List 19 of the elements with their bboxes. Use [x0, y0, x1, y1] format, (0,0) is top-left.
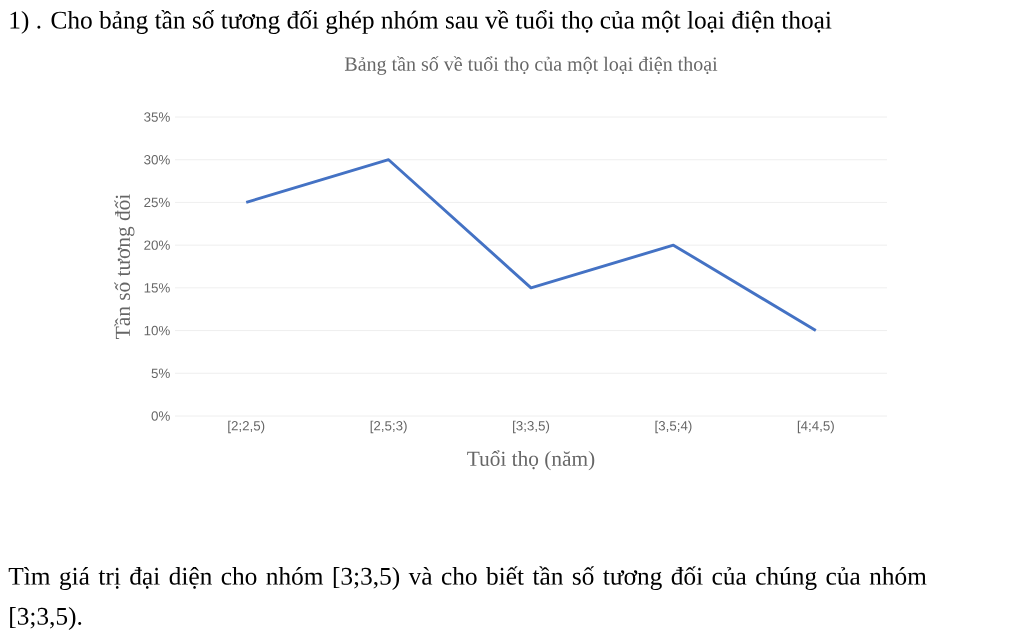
x-tick-label: [3,5;4) — [655, 420, 692, 434]
y-tick-label: 25% — [144, 197, 170, 208]
x-tick-label: [4;4,5) — [797, 420, 834, 434]
y-tick-label: 20% — [144, 240, 170, 250]
y-axis-title: Tần số tương đối — [114, 194, 135, 339]
x-tick-label: [2,5;3) — [370, 420, 407, 434]
chart-title: Bảng tần số về tuổi thọ của một loại điện thoại — [344, 56, 718, 75]
x-tick-label: [2;2,5) — [228, 420, 265, 434]
y-tick-label: 10% — [144, 325, 170, 336]
y-tick-label: 30% — [144, 155, 170, 165]
y-tick-label: 0% — [151, 411, 170, 421]
line-series — [244, 158, 818, 333]
y-tick-label: 5% — [151, 368, 170, 378]
text: Tìm giá trị đại diện cho nhóm [3;3,5) và cho biết tần số tương đối của chúng của nhóm [3;3,5). — [8, 566, 927, 631]
x-tick-label: [3;3,5) — [513, 420, 550, 434]
y-tick-label: 35% — [144, 112, 170, 122]
x-axis-title: Tuổi thọ (năm) — [467, 450, 595, 471]
y-tick-label: 15% — [144, 283, 170, 293]
text: 1) . Cho bảng tần số tương đối ghép nhóm sau về tuổi thọ của một loại điện thoại — [10, 10, 832, 34]
